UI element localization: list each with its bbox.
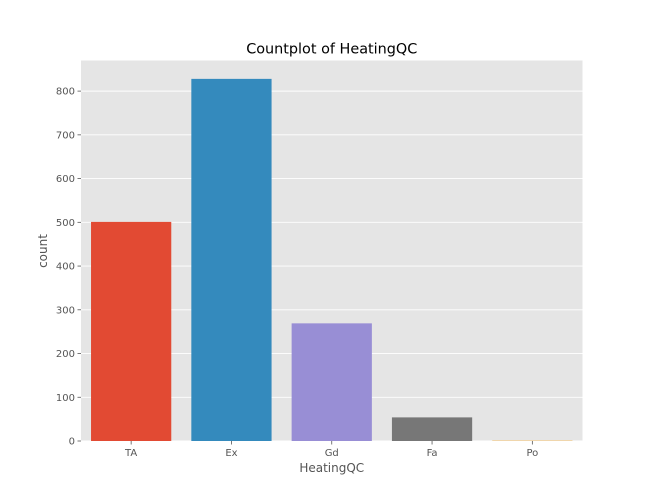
x-tick-label: Po xyxy=(526,448,538,459)
y-axis-label: count xyxy=(36,234,50,268)
y-tick-label: 500 xyxy=(56,218,75,229)
bar-fa xyxy=(391,417,473,441)
y-tick-label: 200 xyxy=(56,349,75,360)
chart-title: Countplot of HeatingQC xyxy=(246,42,417,58)
y-tick-label: 100 xyxy=(56,393,75,404)
bars xyxy=(91,78,573,442)
x-tick-label: Fa xyxy=(427,448,438,459)
y-axis-ticks: 0 100 200 300 400 500 600 700 800 xyxy=(56,87,81,448)
y-tick-label: 400 xyxy=(56,262,75,273)
x-tick-label: TA xyxy=(124,448,137,459)
x-tick-label: Gd xyxy=(325,448,339,459)
y-tick-label: 700 xyxy=(56,130,75,141)
x-tick-label: Ex xyxy=(225,448,237,459)
y-tick-label: 600 xyxy=(56,174,75,185)
y-tick-label: 0 xyxy=(69,437,75,448)
bar-ta xyxy=(91,221,172,441)
x-axis-ticks: TA Ex Gd Fa Po xyxy=(124,441,538,459)
bar-gd xyxy=(291,323,372,441)
x-axis-label: HeatingQC xyxy=(299,461,364,475)
bar-ex xyxy=(191,78,272,442)
y-tick-label: 800 xyxy=(56,87,75,98)
y-tick-label: 300 xyxy=(56,305,75,316)
